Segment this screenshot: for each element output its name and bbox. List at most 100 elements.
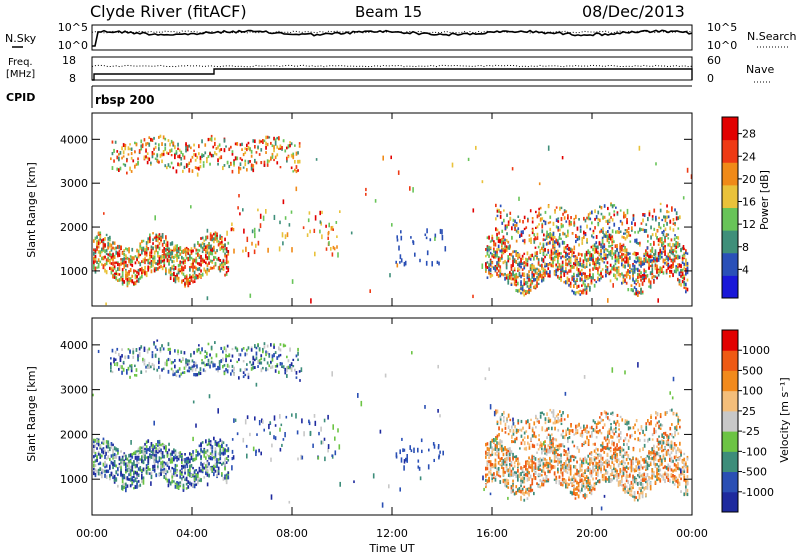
range-cell [140, 144, 143, 148]
range-cell [499, 439, 502, 444]
range-cell [670, 246, 673, 251]
range-cell [161, 368, 163, 372]
range-cell [661, 267, 663, 272]
range-cell [205, 269, 207, 274]
range-cell [149, 468, 151, 471]
range-cell [536, 232, 539, 236]
range-cell [511, 226, 513, 231]
range-cell [552, 238, 554, 241]
range-cell [174, 449, 177, 453]
range-cell [223, 364, 226, 367]
range-cell [104, 469, 106, 473]
range-cell [621, 272, 623, 276]
range-cell [552, 235, 554, 239]
range-cell [159, 134, 162, 138]
range-cell [507, 257, 510, 262]
range-cell [177, 247, 180, 251]
range-cell [397, 170, 400, 175]
range-cell [648, 278, 650, 283]
range-cell [635, 267, 638, 271]
range-cell [585, 291, 588, 295]
range-cell [541, 222, 544, 226]
range-cell [537, 272, 540, 276]
range-cell [119, 166, 122, 171]
range-cell [265, 135, 267, 140]
range-cell [113, 446, 116, 451]
range-cell [406, 454, 408, 459]
range-cell [206, 296, 209, 301]
range-cell [104, 249, 106, 254]
range-cell [192, 457, 194, 461]
range-cell [617, 251, 620, 256]
range-cell [512, 263, 514, 267]
range-cell [545, 479, 548, 483]
range-cell [566, 262, 569, 267]
range-cell [177, 369, 179, 374]
range-cell [105, 302, 107, 306]
range-cell [619, 243, 622, 246]
range-cell [111, 140, 114, 144]
range-cell [187, 256, 190, 260]
range-cell [553, 248, 556, 251]
range-cell [513, 269, 516, 272]
range-cell [517, 215, 520, 219]
range-cell [541, 257, 543, 262]
range-cell [505, 478, 508, 481]
range-cell [675, 211, 678, 216]
range-cell [587, 283, 590, 287]
range-cell [179, 252, 182, 256]
range-cell [175, 169, 178, 174]
range-cell [523, 492, 526, 496]
range-cell [608, 218, 611, 223]
range-cell [504, 458, 506, 461]
range-cell [257, 365, 259, 368]
range-cell [177, 349, 179, 354]
range-cell [579, 253, 582, 256]
range-cell [165, 468, 167, 472]
range-cell [661, 237, 663, 242]
range-cell [134, 261, 137, 265]
range-cell [290, 362, 293, 367]
range-cell [236, 156, 239, 161]
range-cell [173, 457, 175, 462]
range-cell [426, 250, 429, 256]
range-cell [203, 245, 206, 250]
range-cell [404, 260, 407, 266]
range-cell [547, 205, 550, 209]
range-cell [285, 415, 288, 419]
range-cell [160, 260, 162, 264]
range-cell [190, 278, 193, 282]
range-cell [501, 221, 504, 225]
range-cell [534, 254, 537, 257]
range-cell [183, 351, 186, 355]
range-cell [593, 247, 596, 250]
range-cell [201, 467, 204, 470]
range-cell [141, 446, 143, 450]
range-cell [494, 254, 497, 257]
range-cell [539, 479, 542, 482]
range-cell [544, 273, 546, 278]
range-cell [165, 272, 167, 276]
range-cell [584, 233, 587, 237]
range-cell [254, 366, 256, 370]
range-cell [547, 464, 550, 469]
range-cell [557, 457, 559, 461]
range-cell [566, 466, 569, 471]
range-cell [198, 244, 201, 247]
range-cell [197, 471, 199, 475]
range-cell [638, 269, 641, 273]
range-cell [616, 256, 618, 260]
range-cell [497, 257, 500, 262]
range-cell [553, 465, 556, 469]
range-cell [657, 243, 660, 246]
range-cell [223, 371, 226, 376]
range-cell [625, 274, 628, 279]
range-cell [550, 442, 553, 446]
range-cell [128, 453, 130, 458]
range-cell [499, 240, 502, 244]
range-cell [622, 253, 625, 256]
range-cell [576, 235, 579, 239]
range-cell [635, 238, 638, 243]
range-cell [172, 166, 175, 170]
range-cell [649, 284, 652, 289]
